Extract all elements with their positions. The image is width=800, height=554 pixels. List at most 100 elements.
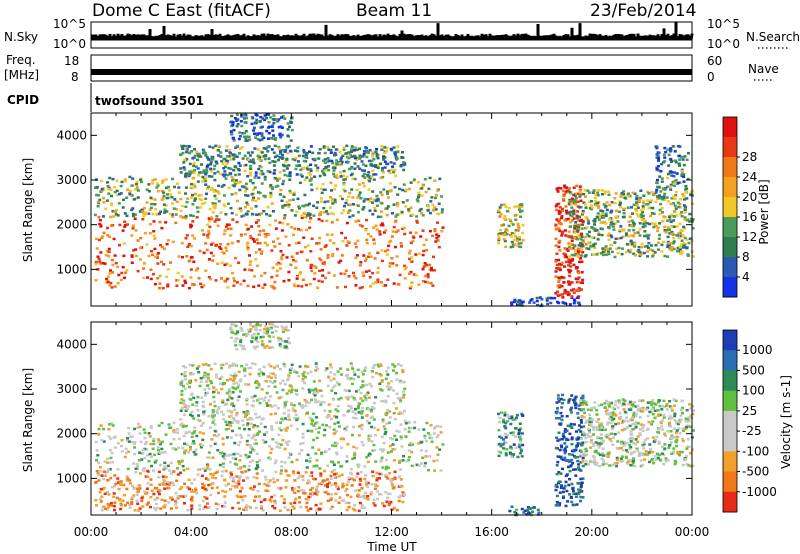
range-cell: [149, 196, 153, 199]
range-cell: [138, 432, 142, 435]
range-cell: [682, 163, 686, 167]
range-cell: [557, 280, 561, 283]
range-cell: [229, 336, 233, 340]
range-cell: [502, 420, 506, 424]
range-cell: [250, 422, 254, 426]
range-cell: [560, 215, 564, 218]
range-cell: [115, 189, 119, 193]
range-cell: [422, 243, 426, 247]
range-cell: [304, 506, 308, 509]
range-cell: [331, 460, 334, 464]
range-cell: [560, 276, 564, 279]
range-cell: [201, 438, 205, 442]
range-cell: [580, 260, 584, 263]
range-cell: [662, 195, 666, 198]
range-cell: [208, 145, 212, 148]
range-cell: [680, 155, 684, 159]
range-cell: [611, 222, 615, 226]
range-cell: [554, 223, 558, 226]
range-cell: [583, 235, 587, 239]
range-cell: [285, 203, 289, 207]
range-cell: [284, 325, 288, 329]
range-cell: [407, 459, 411, 462]
range-cell: [670, 197, 674, 200]
range-cell: [312, 465, 316, 468]
range-cell: [559, 268, 562, 272]
range-cell: [593, 223, 596, 226]
range-cell: [398, 187, 402, 191]
range-cell: [580, 235, 584, 238]
range-cell: [281, 388, 285, 392]
range-cell: [230, 397, 234, 400]
range-cell: [134, 248, 138, 251]
range-cell: [182, 468, 186, 472]
range-cell: [228, 148, 232, 152]
range-cell: [192, 171, 196, 175]
range-cell: [559, 222, 563, 226]
range-cell: [175, 208, 179, 211]
range-cell: [663, 156, 667, 159]
range-cell: [677, 162, 681, 165]
range-cell: [377, 365, 381, 368]
range-cell: [584, 254, 588, 257]
range-cell: [338, 162, 342, 165]
range-cell: [314, 503, 318, 507]
range-cell: [105, 199, 109, 202]
range-cell: [358, 501, 362, 505]
range-cell: [396, 145, 400, 148]
range-cell: [196, 418, 200, 422]
range-cell: [583, 189, 587, 192]
range-cell: [265, 391, 269, 395]
range-cell: [497, 412, 500, 416]
range-cell: [320, 394, 324, 398]
range-cell: [268, 479, 272, 482]
range-cell: [320, 219, 324, 223]
range-cell: [226, 409, 230, 413]
range-cell: [283, 327, 287, 330]
range-cell: [261, 335, 265, 339]
range-cell: [291, 407, 295, 410]
range-cell: [224, 149, 228, 152]
range-cell: [135, 499, 139, 502]
range-cell: [339, 158, 343, 161]
range-cell: [193, 197, 197, 201]
range-cell: [352, 377, 356, 381]
range-cell: [383, 432, 387, 436]
range-cell: [149, 206, 153, 210]
range-cell: [560, 232, 564, 235]
range-cell: [277, 118, 281, 121]
range-cell: [169, 261, 172, 264]
range-cell: [518, 203, 522, 206]
range-cell: [208, 468, 212, 471]
range-cell: [677, 154, 681, 158]
range-cell: [94, 440, 98, 444]
range-cell: [106, 503, 110, 506]
range-cell: [322, 261, 326, 264]
range-cell: [685, 187, 689, 191]
range-cell: [282, 179, 286, 183]
range-cell: [284, 235, 288, 238]
range-cell: [579, 254, 583, 257]
range-cell: [250, 269, 254, 272]
range-cell: [669, 202, 673, 206]
range-cell: [126, 437, 129, 440]
range-cell: [309, 250, 313, 253]
range-cell: [376, 266, 380, 270]
range-cell: [220, 277, 223, 280]
range-cell: [194, 489, 198, 492]
range-cell: [557, 186, 561, 190]
range-cell: [385, 150, 389, 153]
range-cell: [326, 384, 330, 388]
range-cell: [363, 169, 366, 172]
range-cell: [357, 388, 361, 392]
range-cell: [184, 366, 187, 369]
range-cell: [384, 473, 388, 477]
range-cell: [559, 457, 563, 460]
range-cell: [209, 163, 213, 166]
range-cell: [440, 195, 444, 198]
range-cell: [346, 493, 349, 497]
range-cell: [287, 409, 291, 412]
range-cell: [196, 167, 200, 170]
range-cell: [293, 409, 297, 413]
range-cell: [371, 152, 375, 155]
